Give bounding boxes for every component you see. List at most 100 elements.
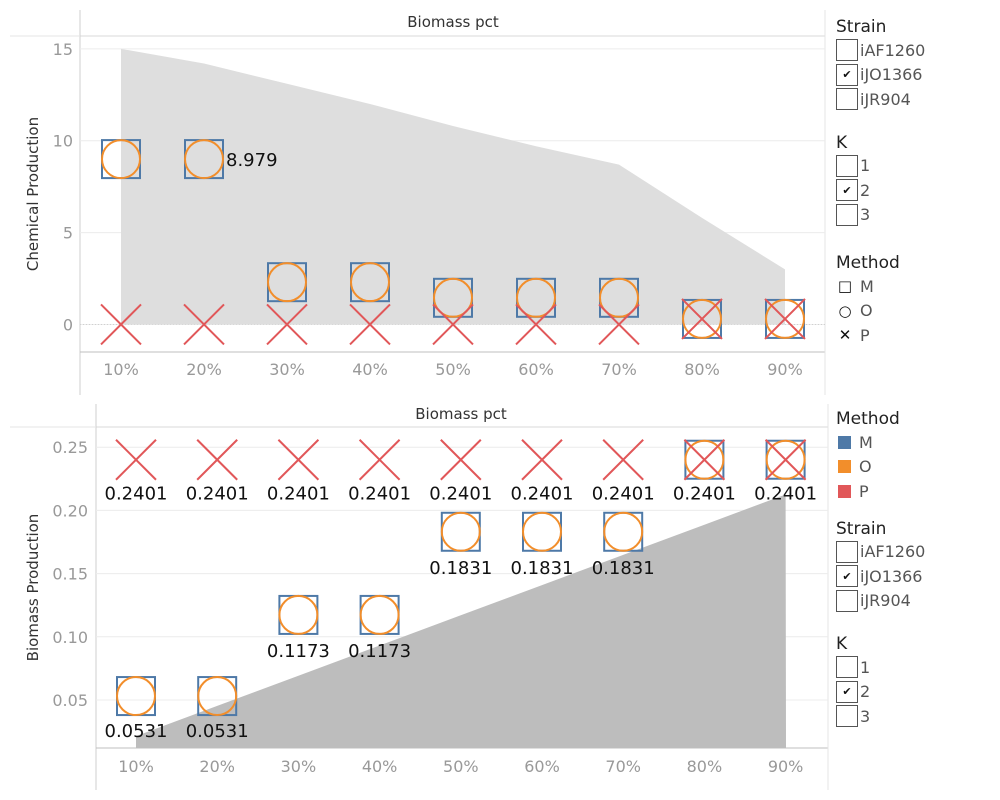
strain-option-label: iAF1260 [860,542,926,562]
method-color-legend-item[interactable]: P [836,479,986,504]
x-tick-label: 50% [443,757,479,776]
strain-option[interactable]: ✔ iJO1366 [836,63,986,88]
circle-marker-icon: ○ [838,301,852,320]
checkbox[interactable]: ✔ [836,680,858,703]
marker-P [683,439,726,481]
checkbox[interactable] [836,540,858,563]
marker-P [764,298,806,340]
method-legend-item[interactable]: □ M [836,274,986,299]
y-tick-label: 0.05 [52,691,88,710]
data-label: 0.2401 [511,484,574,505]
legend-top: Strain iAF1260 ✔ iJO1366 iJR904 K 1 ✔ 2 3 Meth… [836,16,986,348]
marker-O [197,676,238,717]
marker-O [116,676,156,717]
marker-O [682,298,722,339]
method-legend-label: O [860,301,873,321]
method-legend-label: M [860,276,874,296]
checkbox[interactable] [836,589,858,612]
checkbox[interactable]: ✔ [836,63,858,86]
y-tick-label: 0.10 [52,628,88,647]
marker-P [196,439,238,481]
strain-option[interactable]: iAF1260 [836,540,986,565]
checkbox[interactable] [836,203,858,226]
data-label: 0.1173 [267,641,330,662]
strain-option-label: iJO1366 [860,65,923,85]
k-option[interactable]: 1 [836,655,986,680]
method-color-legend-title: Method [836,409,900,429]
checkbox[interactable] [836,88,858,111]
strain-option[interactable]: ✔ iJO1366 [836,564,986,589]
strain-option[interactable]: iJR904 [836,589,986,614]
marker-P [764,439,807,481]
data-label: 0.0531 [186,721,249,742]
checkbox[interactable]: ✔ [836,565,858,588]
checkbox[interactable] [836,705,858,728]
method-legend-item[interactable]: ✕ P [836,323,986,348]
color-swatch [838,484,851,498]
data-label: 0.2401 [186,484,249,505]
k-option-label: 2 [860,682,871,702]
y-axis-title: Chemical Production [24,117,42,271]
marker-P [277,439,320,481]
data-label: 0.1831 [592,558,655,579]
marker-P [115,439,157,481]
k-option[interactable]: 1 [836,154,986,179]
data-label: 0.1173 [348,641,411,662]
x-tick-label: 80% [687,757,723,776]
strain-option-label: iJO1366 [860,566,923,586]
marker-O [184,139,224,180]
method-shape-legend: □ M ○ O ✕ P [836,274,986,348]
x-tick-label: 10% [118,757,154,776]
marker-O [684,439,725,480]
k-option[interactable]: 3 [836,203,986,228]
strain-option-label: iAF1260 [860,40,926,60]
marker-O [278,594,319,635]
marker-O [603,511,644,552]
k-option[interactable]: ✔ 2 [836,680,986,705]
strain-option[interactable]: iJR904 [836,87,986,112]
square-marker-icon: □ [837,277,853,296]
data-label: 0.2401 [754,484,817,505]
k-option-label: 2 [860,180,871,200]
marker-O [765,298,805,339]
method-legend-item[interactable]: ○ O [836,299,986,324]
method-color-legend-item[interactable]: O [836,455,986,480]
y-axis-title: Biomass Production [24,514,42,662]
x-tick-label: 80% [684,360,720,379]
y-tick-label: 10 [53,132,73,151]
marker-P [602,439,644,481]
x-tick-label: 90% [767,360,803,379]
strain-option-label: iJR904 [860,89,911,109]
strain-option[interactable]: iAF1260 [836,38,986,63]
method-color-legend-label: O [859,457,872,477]
marker-P [183,303,225,346]
x-tick-label: 20% [199,757,235,776]
data-label: 0.2401 [429,484,492,505]
data-label: 0.2401 [673,484,736,505]
cross-marker-icon: ✕ [838,326,852,345]
data-label: 0.2401 [348,484,411,505]
x-tick-label: 20% [186,360,222,379]
checkbox[interactable]: ✔ [836,179,858,202]
k-option[interactable]: 3 [836,704,986,729]
y-tick-label: 5 [63,224,73,243]
method-color-legend-item[interactable]: M [836,430,986,455]
y-tick-label: 0 [63,315,73,334]
marker-O [433,277,473,318]
k-filter-list: 1 ✔ 2 3 [836,655,986,729]
y-tick-label: 0.20 [52,501,88,520]
k-option[interactable]: ✔ 2 [836,178,986,203]
data-label: 0.2401 [105,484,168,505]
checkbox[interactable] [836,154,858,177]
marker-P [598,303,640,346]
method-legend-label: P [860,325,870,345]
method-color-legend-label: M [859,432,873,452]
checkbox[interactable] [836,656,858,679]
x-tick-label: 50% [435,360,471,379]
marker-P [100,303,142,346]
k-filter-title: K [836,132,848,153]
checkbox[interactable] [836,39,858,62]
strain-filter-list: iAF1260 ✔ iJO1366 iJR904 [836,540,986,614]
